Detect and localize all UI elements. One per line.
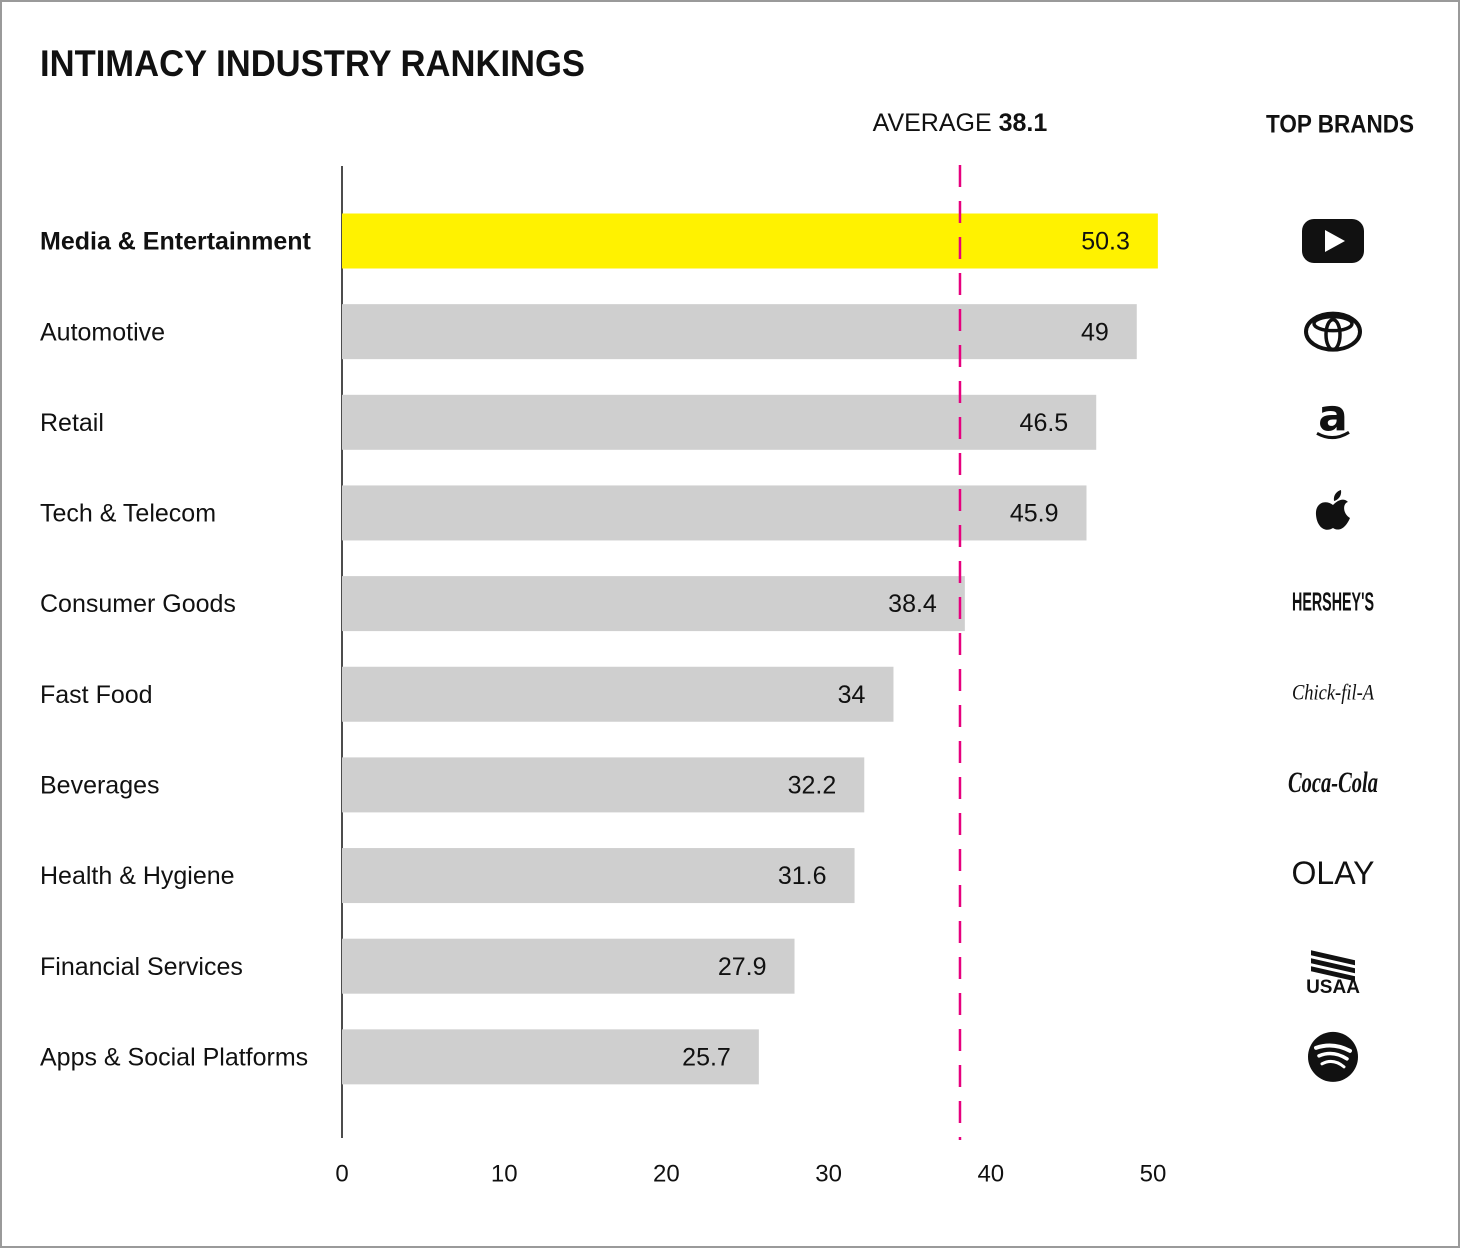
category-label: Automotive (40, 318, 165, 346)
apple-leaf (1333, 489, 1342, 501)
brand-label: USAA (1306, 977, 1360, 998)
bar (342, 485, 1087, 541)
chart-title: INTIMACY INDUSTRY RANKINGS (40, 43, 585, 84)
bar (342, 576, 965, 632)
toyota-icon (1312, 314, 1354, 333)
average-value: 38.1 (999, 109, 1048, 137)
bar (342, 848, 855, 904)
brand-label: a (1318, 390, 1348, 441)
value-label: 38.4 (888, 590, 937, 618)
value-label: 49 (1081, 318, 1109, 346)
category-label: Fast Food (40, 681, 153, 709)
x-tick-label: 0 (335, 1160, 348, 1187)
spotify-icon (1308, 1031, 1358, 1082)
apple-icon (1315, 499, 1350, 530)
value-label: 45.9 (1010, 500, 1059, 528)
brands-title: TOP BRANDS (1266, 111, 1414, 139)
spotify-wave (1320, 1059, 1346, 1069)
toyota-icon (1324, 317, 1342, 352)
spotify-wave (1314, 1043, 1352, 1053)
category-label: Media & Entertainment (40, 228, 312, 256)
category-label: Financial Services (40, 953, 243, 981)
brand-label: HERSHEY'S (1292, 586, 1374, 616)
value-label: 31.6 (778, 862, 827, 890)
category-label: Consumer Goods (40, 590, 236, 618)
value-label: 34 (838, 681, 866, 709)
usaa-eagle (1311, 966, 1355, 982)
category-label: Apps & Social Platforms (40, 1043, 308, 1071)
x-tick-label: 50 (1140, 1160, 1167, 1187)
value-label: 32.2 (788, 772, 837, 800)
category-label: Retail (40, 409, 104, 437)
brand-label: Chick-fil-A (1292, 679, 1374, 704)
brand-label: OLAY (1292, 855, 1375, 891)
bar (342, 304, 1137, 360)
x-tick-label: 40 (977, 1160, 1004, 1187)
average-label: AVERAGE 38.1 (873, 109, 1048, 137)
spotify-wave (1317, 1051, 1349, 1061)
category-label: Tech & Telecom (40, 500, 216, 528)
value-label: 25.7 (682, 1043, 731, 1071)
bar (342, 757, 865, 813)
bar (342, 666, 894, 722)
x-tick-label: 20 (653, 1160, 680, 1187)
category-label: Health & Hygiene (40, 862, 235, 890)
x-tick-label: 10 (491, 1160, 518, 1187)
category-label: Beverages (40, 772, 160, 800)
value-label: 46.5 (1020, 409, 1069, 437)
value-label: 50.3 (1081, 228, 1130, 256)
amazon-smile (1316, 431, 1350, 440)
average-word: AVERAGE (873, 109, 992, 137)
bar (342, 394, 1097, 450)
usaa-eagle (1311, 958, 1355, 974)
bar (342, 213, 1158, 269)
value-label: 27.9 (718, 953, 767, 981)
bar (342, 938, 795, 994)
usaa-eagle (1311, 950, 1355, 966)
bar (342, 1029, 759, 1085)
brand-label: Coca-Cola (1288, 766, 1378, 799)
youtube-play (1325, 230, 1345, 252)
x-tick-label: 30 (815, 1160, 842, 1187)
